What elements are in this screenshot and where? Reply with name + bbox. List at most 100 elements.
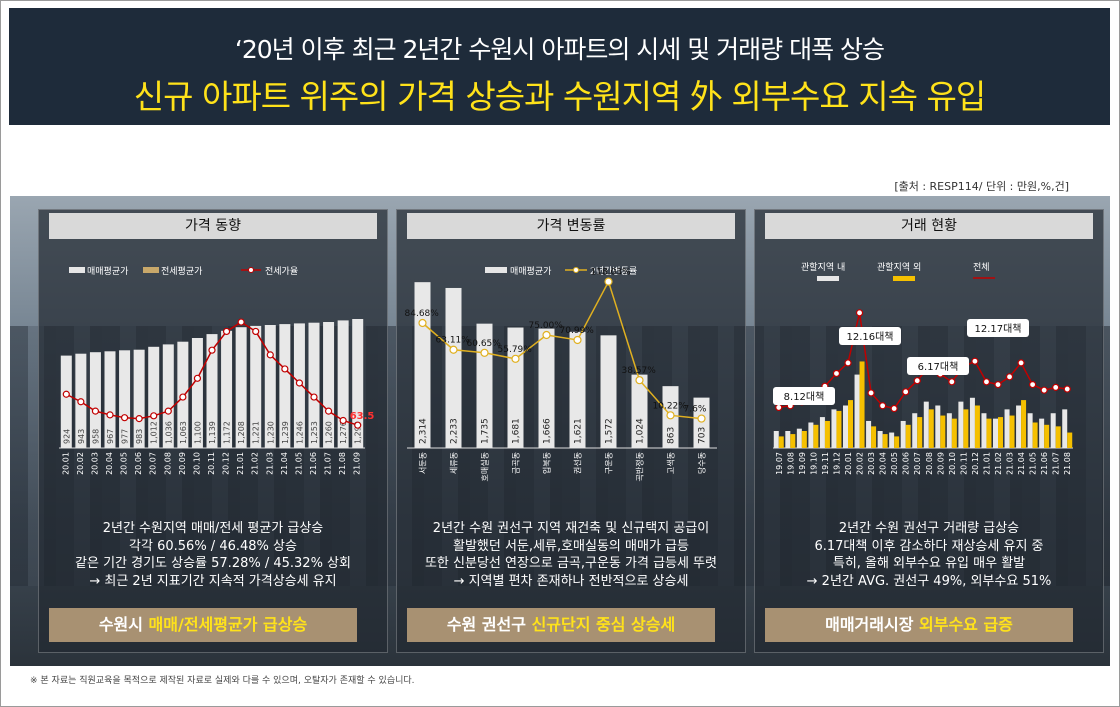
ratio-point — [208, 346, 216, 354]
bar-label: 958 — [91, 429, 100, 444]
desc-line: 활발했던 서둔,세류,호매실동의 매매가 급등 — [453, 538, 689, 554]
x-tick-label: 20.04 — [105, 452, 114, 475]
rate-point — [604, 277, 613, 286]
bar-inside — [958, 401, 964, 448]
rate-point — [573, 335, 582, 345]
bar-label: 1,100 — [193, 421, 202, 444]
bar-outside — [859, 361, 865, 448]
x-tick-label: 금곡동 — [512, 452, 521, 474]
bar-label: 1,139 — [208, 421, 217, 444]
rate-point — [449, 345, 458, 354]
bar-inside — [969, 397, 975, 448]
rate-label: 7.6% — [684, 405, 707, 415]
rate-point — [418, 318, 427, 328]
bar-outside — [998, 417, 1003, 448]
x-tick-label: 21.06 — [1040, 452, 1049, 475]
annotation-label: 8.12대책 — [784, 391, 825, 403]
bar-inside — [1016, 405, 1022, 448]
bar-label: 1,230 — [266, 421, 275, 444]
legend-swatch — [248, 267, 254, 273]
x-tick-label: 21.05 — [294, 452, 303, 475]
x-tick-label: 20.11 — [959, 452, 968, 475]
ratio-point — [179, 393, 187, 401]
bar-outside — [1021, 400, 1027, 448]
total-point — [1052, 383, 1060, 391]
x-tick-label: 20.07 — [149, 452, 158, 475]
bar-sale — [264, 325, 276, 448]
total-point — [1040, 386, 1048, 394]
bar-sale — [308, 322, 320, 448]
x-tick-label: 20.02 — [856, 452, 865, 475]
x-tick-label: 20.03 — [90, 452, 99, 475]
x-tick-label: 20.09 — [936, 452, 945, 475]
rate-line — [422, 279, 702, 420]
x-tick-label: 고색동 — [666, 452, 676, 474]
ratio-point — [266, 351, 274, 359]
bar-inside — [912, 413, 918, 448]
bar-inside — [808, 422, 814, 448]
bar-label: 2,314 — [419, 418, 429, 444]
desc-line: 2년간 수원 권선구 거래량 급상승 — [838, 521, 1020, 536]
bar-label: 1,260 — [325, 421, 334, 444]
x-tick-label: 19.08 — [786, 452, 795, 475]
x-tick-label: 21.09 — [353, 452, 362, 475]
header-title: 신규 아파트 위주의 가격 상승과 수원지역 外 외부수요 지속 유입 — [133, 77, 986, 116]
ratio-point — [120, 414, 129, 422]
rate-label: 70.99% — [560, 326, 595, 336]
bar-outside — [801, 431, 807, 448]
bar-sale — [235, 327, 247, 448]
bar-outside — [917, 417, 923, 448]
bar-label: 924 — [62, 429, 71, 444]
bar-label: 863 — [667, 427, 677, 444]
rate-point — [542, 330, 551, 340]
bar-sale — [538, 328, 555, 448]
bar-outside — [848, 400, 853, 448]
total-point — [913, 377, 921, 385]
total-point — [844, 359, 852, 367]
price-trend-chart: 매매평균가 전세평균가 전세가율 924 20.01 943 20.02 958 20.03 96… — [59, 266, 374, 475]
annotation-box — [967, 319, 1029, 337]
panel-price-trend: 가격 동향 매매평균가 전세평균가 전세가율 924 20.01 943 20.02 958 2… — [38, 209, 388, 653]
bar-inside — [1050, 413, 1056, 448]
ratio-point — [106, 411, 114, 419]
bar-outside — [974, 405, 980, 448]
bar-inside — [1004, 409, 1010, 448]
bar-inside — [981, 413, 987, 448]
bar-sale — [631, 374, 648, 448]
total-point — [879, 402, 887, 410]
annotation-label: 12.17대책 — [974, 323, 1021, 335]
desc-line: → 2년간 AVG. 권선구 49%, 외부수요 51% — [806, 573, 1052, 589]
bar-inside — [785, 431, 791, 448]
x-tick-label: 권선동 — [573, 452, 583, 474]
ratio-point — [310, 393, 318, 401]
annotation-box — [773, 387, 835, 405]
bar-sale — [148, 346, 160, 448]
ratio-point — [150, 412, 158, 420]
bar-outside — [1044, 424, 1050, 448]
total-point — [832, 369, 841, 378]
bar-label: 983 — [135, 429, 144, 444]
legend-swatch — [69, 267, 85, 273]
rate-point — [666, 411, 675, 420]
bar-sale — [337, 320, 349, 448]
bar-outside — [905, 424, 911, 448]
banner-highlight: 매매/전세평균가 급상승 — [148, 615, 308, 634]
bar-sale — [323, 322, 335, 448]
bar-sale — [60, 355, 72, 448]
bar-inside — [831, 409, 837, 448]
x-tick-label: 20.07 — [913, 452, 922, 475]
total-point — [775, 403, 783, 412]
ratio-point — [252, 327, 260, 336]
desc-line: → 지역별 편차 존재하나 전반적으로 상승세 — [453, 573, 689, 589]
x-tick-label: 20.01 — [61, 452, 70, 475]
legend-swatch — [485, 267, 507, 273]
ratio-point — [354, 421, 362, 429]
x-tick-label: 21.02 — [994, 452, 1003, 475]
bar-inside — [877, 431, 883, 448]
rate-label: 10.22% — [653, 401, 688, 411]
desc-line: 특히, 올해 외부수요 유입 매우 활발 — [832, 556, 1026, 571]
ratio-point — [91, 407, 100, 415]
total-point — [1017, 359, 1025, 367]
x-tick-label: 21.07 — [324, 452, 333, 475]
